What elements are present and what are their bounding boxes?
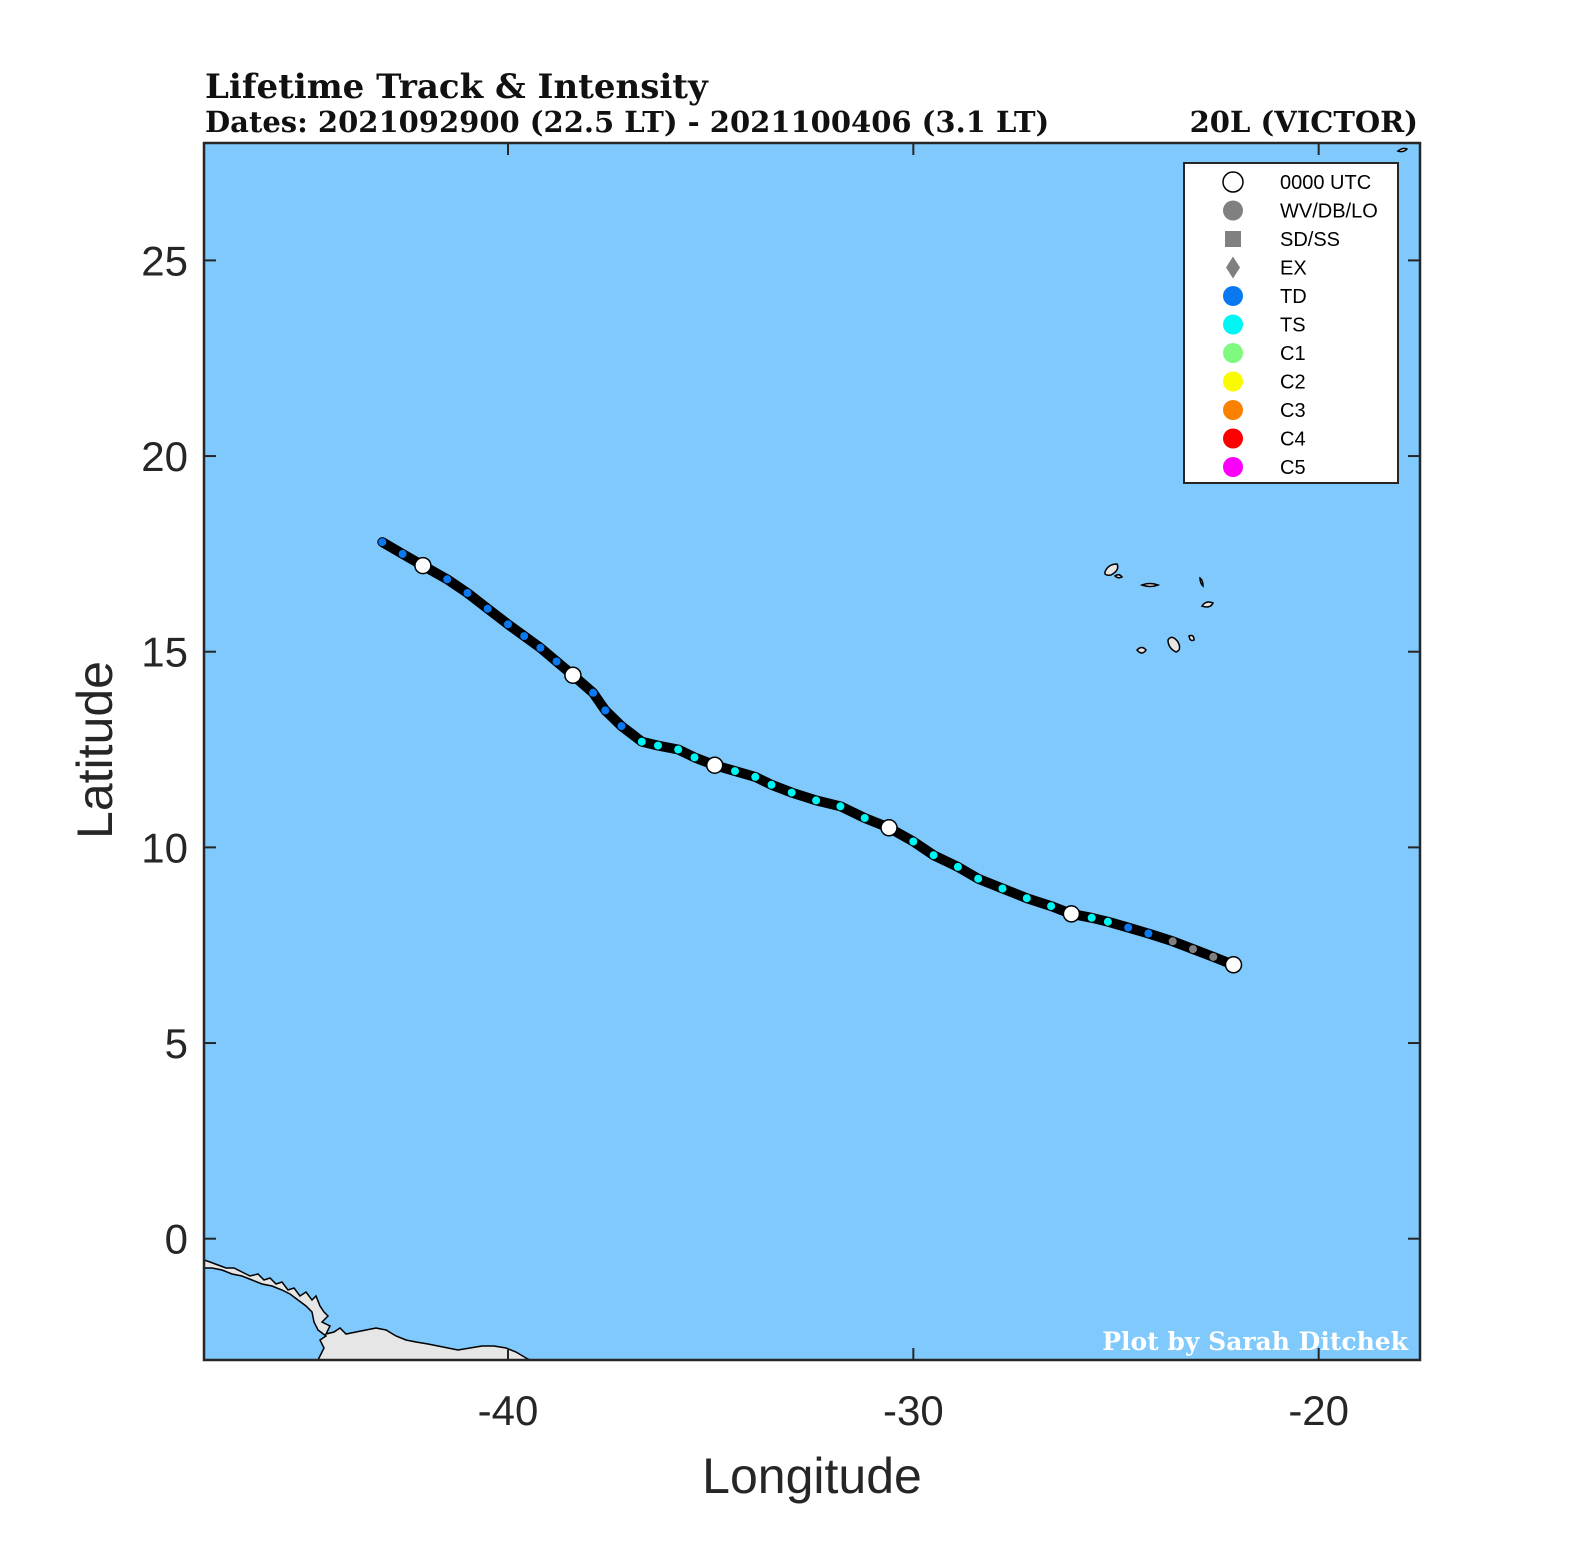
x-axis-label: Longitude [702, 1448, 922, 1504]
track-point-ts [654, 741, 662, 750]
island [1188, 634, 1195, 642]
y-tick-label: 25 [141, 237, 188, 284]
legend-label: TD [1280, 286, 1307, 308]
x-tick-label: -20 [1288, 1387, 1349, 1434]
track-point-ts [731, 767, 739, 776]
y-tick-label: 0 [165, 1216, 188, 1263]
legend-label: TS [1280, 315, 1306, 337]
legend: 0000 UTC WV/DB/LO SD/SS EX TD TS C1 C2 C3 C4 C5 [1183, 162, 1399, 484]
legend-label: C3 [1280, 400, 1306, 422]
storm-id: 20L (VICTOR) [1190, 105, 1418, 139]
track-point-td [1144, 929, 1153, 938]
track-points [378, 538, 1243, 974]
track-point-0000-utc [564, 666, 582, 684]
axes-frame [202, 141, 1422, 1362]
track-point-ts [812, 796, 821, 805]
chart-title: Lifetime Track & Intensity [205, 67, 709, 107]
track-point-td [463, 589, 472, 597]
track-point-ts [751, 772, 760, 781]
track-point-wv-db-lo [1209, 952, 1218, 961]
land-features [204, 147, 1409, 1360]
track-point-0000-utc [880, 819, 898, 837]
legend-symbol-c5 [1223, 457, 1243, 477]
track-point-ts [1047, 902, 1056, 911]
track-point-ts [860, 814, 869, 822]
plot-credit: Plot by Sarah Ditchek [1102, 1327, 1408, 1356]
legend-label: 0000 UTC [1280, 172, 1371, 194]
legend-symbol-wv-db-lo [1223, 200, 1243, 221]
legend-label: WV/DB/LO [1280, 201, 1378, 223]
track-point-wv-db-lo [1168, 937, 1177, 946]
track-point-td [601, 706, 610, 715]
track-point-td [520, 632, 529, 641]
legend-box [1183, 162, 1399, 484]
date-range: Dates: 2021092900 (22.5 LT) - 2021100406… [205, 105, 1049, 139]
y-tick-label: 5 [165, 1020, 188, 1067]
track-point-wv-db-lo [1189, 945, 1197, 954]
track-point-td [483, 604, 492, 613]
track-point-ts [1087, 913, 1096, 922]
legend-label: C2 [1280, 372, 1306, 394]
track-point-td [378, 538, 387, 547]
track-point-td [536, 643, 545, 652]
track-point-ts [690, 753, 699, 762]
legend-symbol-ex [1226, 256, 1240, 279]
y-tick-label: 15 [141, 629, 188, 676]
legend-symbol-c1 [1223, 343, 1243, 363]
legend-label: C4 [1280, 429, 1306, 451]
island [1200, 601, 1215, 608]
south-america-coast [204, 1259, 531, 1360]
track-point-ts [1103, 917, 1112, 926]
island [1104, 563, 1119, 576]
legend-symbol-ts [1223, 314, 1243, 335]
track-point-ts [836, 802, 845, 811]
track-point-0000-utc [414, 556, 432, 575]
track-point-ts [929, 851, 938, 860]
axis-ticks: -40 -30 -20 0 5 10 15 20 25 [141, 143, 1420, 1434]
legend-symbol-c2 [1223, 371, 1243, 392]
legend-label: EX [1280, 258, 1307, 280]
track-point-ts [998, 884, 1007, 893]
track-point-0000-utc [705, 756, 724, 774]
legend-symbol-c4 [1223, 428, 1243, 449]
island [1135, 646, 1147, 654]
track-point-td [443, 575, 452, 584]
track-point-ts [637, 737, 646, 746]
track-point-ts [787, 788, 796, 797]
track-point-ts [974, 874, 983, 883]
track-point-0000-utc [1062, 905, 1081, 923]
island [1113, 573, 1124, 579]
island [1139, 582, 1161, 588]
track-point-td [589, 688, 598, 697]
legend-label: SD/SS [1280, 229, 1340, 251]
track-point-td [552, 657, 561, 666]
y-axis-label: Latitude [67, 661, 123, 839]
legend-label: C1 [1280, 343, 1306, 365]
track-point-ts [909, 837, 918, 846]
y-tick-label: 20 [141, 433, 188, 480]
track-point-0000-utc [1224, 956, 1243, 974]
x-tick-label: -40 [478, 1387, 539, 1434]
legend-symbol-td [1223, 286, 1243, 306]
legend-symbol-0000-utc [1222, 171, 1244, 193]
track-point-ts [767, 780, 776, 789]
legend-symbol-c3 [1223, 400, 1243, 420]
island [1167, 636, 1181, 653]
track-point-td [1124, 923, 1133, 932]
y-tick-label: 10 [141, 824, 188, 871]
track-point-ts [1022, 894, 1031, 903]
island [1199, 576, 1204, 588]
track-point-td [504, 620, 512, 629]
legend-symbol-sd-ss [1225, 231, 1241, 247]
track-point-ts [953, 862, 962, 871]
track-point-ts [674, 745, 683, 754]
track-point-td [617, 722, 626, 731]
x-tick-label: -30 [883, 1387, 944, 1434]
track-point-td [398, 549, 407, 558]
legend-label: C5 [1280, 457, 1306, 479]
island [1396, 147, 1409, 153]
